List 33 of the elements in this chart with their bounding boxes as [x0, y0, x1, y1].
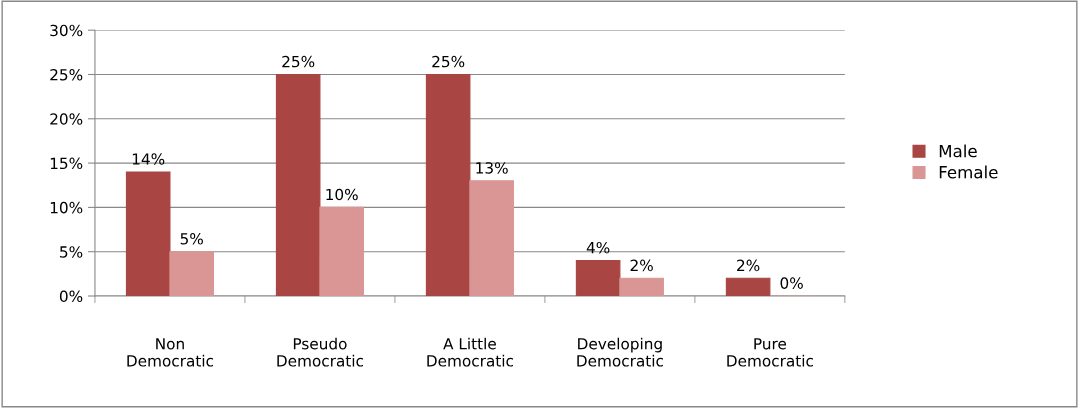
data-label: 2%: [737, 259, 760, 272]
data-label: 14%: [132, 153, 165, 165]
bar: [469, 180, 514, 296]
data-label: 0%: [780, 277, 803, 289]
data-label: 25%: [432, 55, 465, 68]
data-label: 25%: [282, 55, 315, 68]
legend-label: Male: [939, 144, 977, 158]
y-tick-label: 5%: [60, 246, 83, 258]
data-label: 13%: [476, 162, 508, 174]
bar: [425, 73, 471, 296]
data-label: 2%: [630, 259, 653, 272]
bar: [725, 277, 771, 296]
x-tick-label: Pure Democratic: [727, 338, 813, 367]
legend-label: Female: [939, 165, 998, 179]
x-tick-label: Pseudo Democratic: [277, 337, 364, 367]
data-label: 4%: [586, 241, 610, 254]
y-tick-label: 15%: [50, 157, 83, 170]
x-tick-label: Non Democratic: [127, 338, 214, 367]
bar: [575, 260, 621, 296]
y-tick-label: 20%: [50, 113, 83, 125]
bar: [275, 73, 321, 296]
bar: [125, 171, 171, 296]
y-tick-label: 30%: [50, 24, 83, 37]
x-tick-label: A Little Democratic: [427, 337, 513, 367]
bar: [319, 206, 364, 296]
data-label: 5%: [180, 233, 203, 245]
y-tick-label: 0%: [59, 290, 83, 303]
data-label: 10%: [326, 188, 358, 201]
y-tick-label: 10%: [50, 201, 83, 214]
x-tick-label: Developing Democratic: [577, 337, 663, 367]
bar: [619, 277, 664, 296]
y-tick-label: 25%: [50, 68, 83, 81]
bar: [169, 251, 214, 296]
